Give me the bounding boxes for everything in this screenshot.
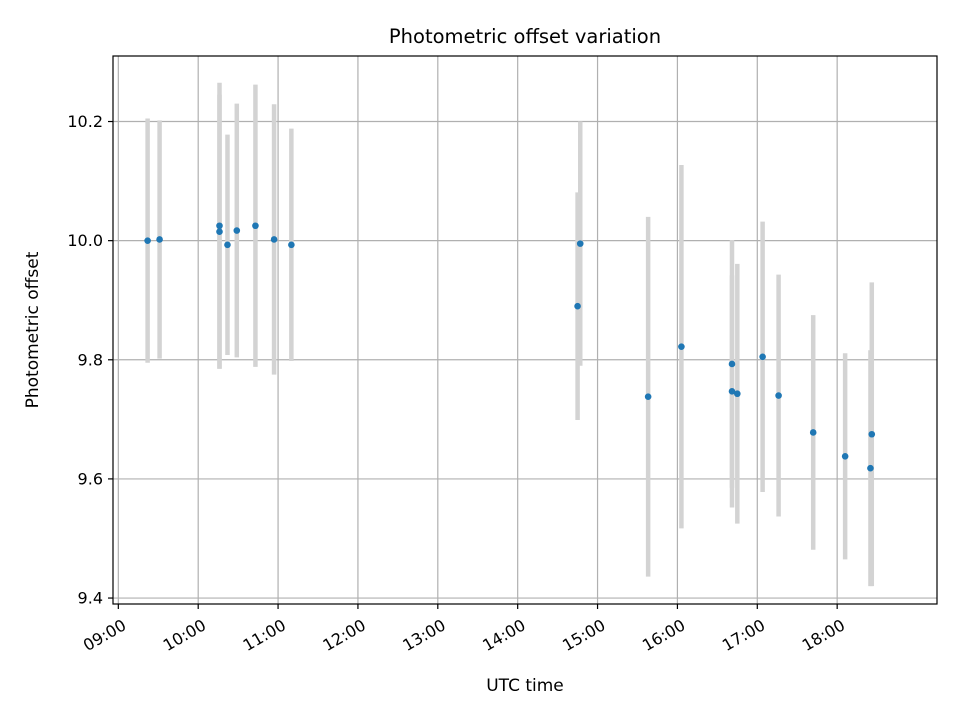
data-point (759, 353, 766, 361)
data-point (288, 241, 295, 249)
data-point (841, 452, 849, 460)
data-point (678, 343, 685, 350)
data-point (233, 227, 241, 234)
data-point (252, 222, 259, 230)
data-point (216, 228, 223, 236)
data-point (728, 360, 736, 368)
x-tick-label: 17:00 (719, 615, 768, 655)
x-tick-label: 14:00 (479, 615, 528, 655)
plot-frame (112, 55, 938, 605)
data-point (775, 392, 782, 399)
x-axis-title: UTC time (486, 676, 564, 696)
data-point (868, 430, 876, 438)
data-point (270, 236, 278, 243)
data-point (216, 222, 223, 230)
y-tick-label: 9.4 (78, 589, 103, 608)
x-tick-label: 11:00 (240, 615, 289, 655)
y-tick-label: 9.6 (78, 469, 103, 488)
data-point (144, 237, 151, 244)
x-tick-label: 15:00 (559, 615, 608, 655)
data-point (867, 464, 874, 472)
data-point (644, 393, 652, 401)
grid (113, 56, 937, 604)
x-tick-label: 12:00 (320, 615, 369, 655)
y-tick-label: 10.0 (67, 231, 103, 250)
data-point (574, 302, 581, 310)
error-bars (145, 82, 875, 587)
x-tick-label: 13:00 (399, 615, 448, 655)
y-axis-title: Photometric offset (23, 251, 43, 408)
x-tick-label: 16:00 (639, 615, 688, 655)
data-point (576, 240, 584, 247)
data-point (809, 429, 817, 436)
x-tick-label: 09:00 (80, 615, 129, 655)
data-point (224, 241, 231, 249)
y-tick-label: 9.8 (78, 350, 103, 369)
y-tick-label: 10.2 (67, 112, 103, 131)
data-point (156, 236, 163, 243)
x-tick-label: 18:00 (799, 615, 848, 655)
data-points (144, 222, 876, 472)
x-tick-label: 10:00 (160, 615, 209, 655)
data-point (734, 390, 741, 398)
data-point (728, 388, 736, 395)
chart-title: Photometric offset variation (389, 25, 661, 48)
